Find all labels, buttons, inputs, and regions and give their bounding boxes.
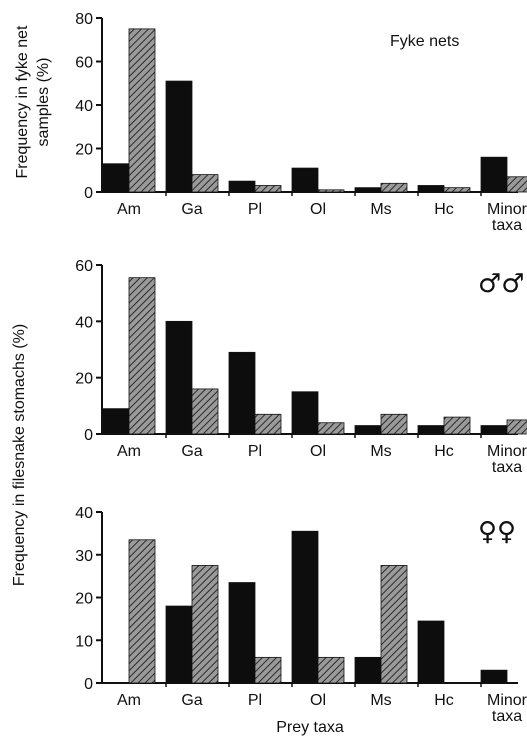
bar-solid-ms bbox=[354, 656, 382, 684]
bar-solid-ga bbox=[165, 605, 193, 684]
x-tick-label: Ms bbox=[370, 443, 391, 460]
x-tick-label: Hc bbox=[434, 201, 454, 218]
y-tick-label: 80 bbox=[75, 11, 93, 28]
y-axis-label-top-line-2: samples (%) bbox=[35, 58, 52, 147]
bar-solid-pl bbox=[228, 180, 256, 193]
y-tick-label: 0 bbox=[84, 185, 93, 202]
bar-hatched-am bbox=[128, 28, 156, 193]
y-axis-label-top-line-1: Frequency in fyke net bbox=[14, 25, 31, 179]
bar-solid-hc bbox=[417, 620, 445, 684]
bar-solid-am bbox=[102, 408, 130, 435]
panel-label: ♀♀ bbox=[478, 517, 516, 547]
bar-solid-minor bbox=[480, 156, 508, 193]
bar-hatched-pl bbox=[254, 413, 282, 435]
bar-hatched-ga bbox=[191, 174, 219, 193]
bar-solid-minor bbox=[480, 425, 508, 435]
y-tick-label: 20 bbox=[75, 591, 93, 608]
y-tick-label: 60 bbox=[75, 258, 93, 275]
bar-solid-hc bbox=[417, 185, 445, 193]
bar-solid-hc bbox=[417, 425, 445, 435]
bar-hatched-hc bbox=[443, 416, 471, 435]
panel-label: Fyke nets bbox=[390, 33, 459, 50]
bar-solid-ol bbox=[291, 530, 319, 684]
x-tick-label: taxa bbox=[492, 217, 522, 234]
x-tick-label: Hc bbox=[434, 692, 454, 709]
bar-hatched-pl bbox=[254, 185, 282, 193]
bar-solid-ol bbox=[291, 167, 319, 193]
y-axis-label-bottom: Frequency in filesnake stomachs (%) bbox=[11, 324, 28, 586]
bar-solid-pl bbox=[228, 351, 256, 435]
y-tick-label: 20 bbox=[75, 371, 93, 388]
x-tick-label: Minor bbox=[487, 692, 527, 709]
x-tick-label: Ol bbox=[310, 201, 326, 218]
panel-label: ♂♂ bbox=[478, 269, 525, 299]
x-tick-label: Pl bbox=[248, 443, 262, 460]
bar-hatched-ga bbox=[191, 565, 219, 684]
bar-hatched-ms bbox=[380, 413, 408, 435]
bar-hatched-ga bbox=[191, 388, 219, 435]
y-tick-label: 30 bbox=[75, 548, 93, 565]
x-tick-label: Ms bbox=[370, 692, 391, 709]
bar-solid-minor bbox=[480, 669, 508, 684]
bar-solid-pl bbox=[228, 582, 256, 684]
bar-hatched-ms bbox=[380, 182, 408, 193]
bar-hatched-minor bbox=[506, 419, 527, 435]
y-tick-label: 60 bbox=[75, 55, 93, 72]
x-tick-label: Pl bbox=[248, 201, 262, 218]
x-tick-label: Hc bbox=[434, 443, 454, 460]
x-tick-label: Ol bbox=[310, 692, 326, 709]
y-tick-label: 40 bbox=[75, 505, 93, 522]
bar-solid-ms bbox=[354, 187, 382, 193]
x-tick-label: Am bbox=[117, 201, 141, 218]
bar-hatched-hc bbox=[443, 187, 471, 193]
bar-hatched-ol bbox=[317, 656, 345, 684]
y-tick-label: 0 bbox=[84, 427, 93, 444]
x-tick-label: Ga bbox=[181, 443, 202, 460]
x-tick-label: Am bbox=[117, 443, 141, 460]
bar-hatched-ol bbox=[317, 422, 345, 435]
x-tick-label: Ga bbox=[181, 201, 202, 218]
x-tick-label: taxa bbox=[492, 708, 522, 725]
x-tick-label: taxa bbox=[492, 459, 522, 476]
x-tick-label: Minor bbox=[487, 201, 527, 218]
y-tick-label: 40 bbox=[75, 98, 93, 115]
bar-hatched-ol bbox=[317, 189, 345, 193]
x-tick-label: Ol bbox=[310, 443, 326, 460]
x-tick-label: Minor bbox=[487, 443, 527, 460]
y-tick-label: 10 bbox=[75, 633, 93, 650]
x-tick-label: Ga bbox=[181, 692, 202, 709]
bar-solid-ms bbox=[354, 425, 382, 435]
bar-solid-ol bbox=[291, 391, 319, 435]
bar-solid-ga bbox=[165, 80, 193, 193]
x-tick-label: Pl bbox=[248, 692, 262, 709]
y-tick-label: 0 bbox=[84, 676, 93, 693]
x-tick-label: Ms bbox=[370, 201, 391, 218]
bar-hatched-am bbox=[128, 277, 156, 435]
x-axis-label: Prey taxa bbox=[276, 719, 344, 736]
bar-solid-am bbox=[102, 163, 130, 193]
bar-hatched-ms bbox=[380, 565, 408, 684]
bar-hatched-minor bbox=[506, 176, 527, 193]
bar-hatched-pl bbox=[254, 656, 282, 684]
bar-solid-ga bbox=[165, 320, 193, 435]
bar-hatched-am bbox=[128, 539, 156, 684]
y-tick-label: 40 bbox=[75, 314, 93, 331]
x-tick-label: Am bbox=[117, 692, 141, 709]
y-tick-label: 20 bbox=[75, 142, 93, 159]
